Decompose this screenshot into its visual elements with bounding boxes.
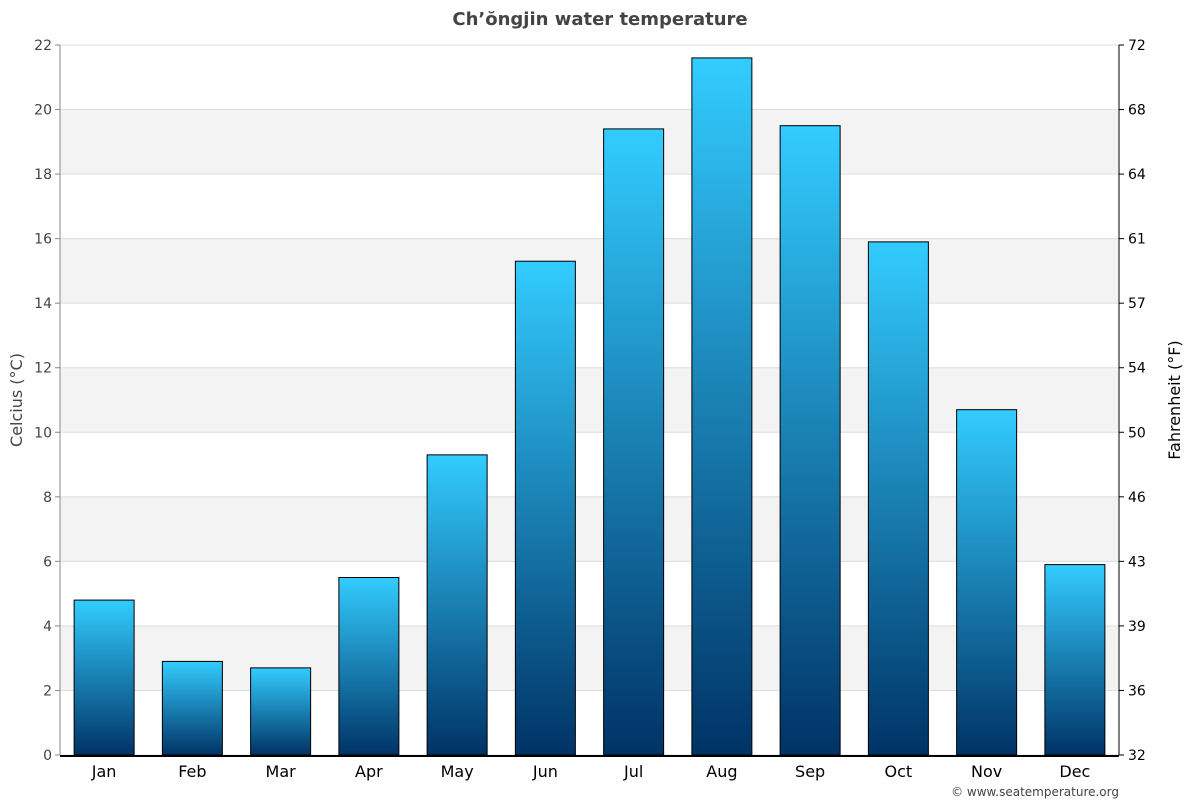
bar-apr xyxy=(338,577,400,756)
grid-band xyxy=(60,496,1119,562)
y-tick-label-left: 10 xyxy=(34,425,52,441)
x-tick-label: Jul xyxy=(623,762,643,781)
bar-dec xyxy=(1044,564,1106,756)
y-tick-label-left: 14 xyxy=(34,296,52,312)
y-tick-label-left: 16 xyxy=(34,232,52,248)
x-tick-label: Sep xyxy=(795,762,825,781)
x-tick-label: Jun xyxy=(532,762,558,781)
x-tick-label: Aug xyxy=(706,762,737,781)
bar-aug xyxy=(691,57,753,756)
grid-band xyxy=(60,367,1119,433)
grid-band xyxy=(60,625,1119,691)
y-axis-label-left: Celcius (°C) xyxy=(7,353,26,447)
y-tick-label-left: 2 xyxy=(43,683,52,699)
y-tick-label-right: 46 xyxy=(1128,490,1146,506)
chart-title: Ch’ŏngjin water temperature xyxy=(452,9,747,30)
bar-oct xyxy=(867,241,929,756)
credit-text: © www.seatemperature.org xyxy=(951,785,1119,799)
y-tick-label-left: 18 xyxy=(34,167,52,183)
y-tick-label-right: 57 xyxy=(1128,296,1146,312)
y-tick-label-right: 61 xyxy=(1128,232,1146,248)
y-tick-label-left: 6 xyxy=(43,554,52,570)
y-tick-label-right: 68 xyxy=(1128,103,1146,119)
x-tick-label: Jan xyxy=(91,762,117,781)
y-axis-label-right: Fahrenheit (°F) xyxy=(1165,340,1184,459)
bar-jan xyxy=(73,599,135,756)
y-tick-label-left: 0 xyxy=(43,748,52,764)
y-tick-label-right: 50 xyxy=(1128,425,1146,441)
bar-nov xyxy=(956,409,1018,756)
y-tick-label-left: 4 xyxy=(43,619,52,635)
grid-band xyxy=(60,109,1119,175)
y-tick-label-right: 54 xyxy=(1128,361,1146,377)
x-tick-label: Feb xyxy=(178,762,206,781)
y-tick-label-right: 43 xyxy=(1128,554,1146,570)
bar-jul xyxy=(603,128,665,756)
bar-sep xyxy=(779,125,841,756)
x-tick-label: Apr xyxy=(355,762,383,781)
y-tick-label-left: 20 xyxy=(34,103,52,119)
bar-may xyxy=(426,454,488,756)
bar-jun xyxy=(514,260,576,756)
x-tick-label: Oct xyxy=(885,762,913,781)
x-tick-label: Mar xyxy=(266,762,297,781)
y-tick-label-right: 39 xyxy=(1128,619,1146,635)
y-tick-label-left: 22 xyxy=(34,38,52,54)
y-tick-label-right: 36 xyxy=(1128,683,1146,699)
y-tick-label-left: 12 xyxy=(34,361,52,377)
bar-mar xyxy=(250,667,312,756)
bar-feb xyxy=(161,660,223,756)
x-tick-label: Nov xyxy=(971,762,1002,781)
y-tick-label-left: 8 xyxy=(43,490,52,506)
grid-band xyxy=(60,238,1119,304)
y-tick-label-right: 72 xyxy=(1128,38,1146,54)
x-tick-label: May xyxy=(441,762,474,781)
x-tick-label: Dec xyxy=(1059,762,1090,781)
y-tick-label-right: 32 xyxy=(1128,748,1146,764)
y-tick-label-right: 64 xyxy=(1128,167,1146,183)
